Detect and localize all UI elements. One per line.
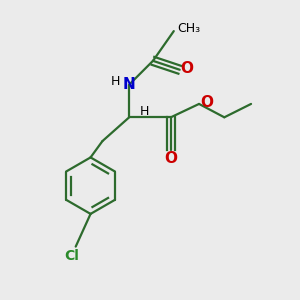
- Text: CH₃: CH₃: [177, 22, 200, 34]
- Text: O: O: [200, 95, 213, 110]
- Text: H: H: [140, 105, 149, 118]
- Text: H: H: [111, 74, 121, 88]
- Text: N: N: [123, 77, 136, 92]
- Text: O: O: [181, 61, 194, 76]
- Text: Cl: Cl: [65, 249, 80, 263]
- Text: O: O: [164, 151, 177, 166]
